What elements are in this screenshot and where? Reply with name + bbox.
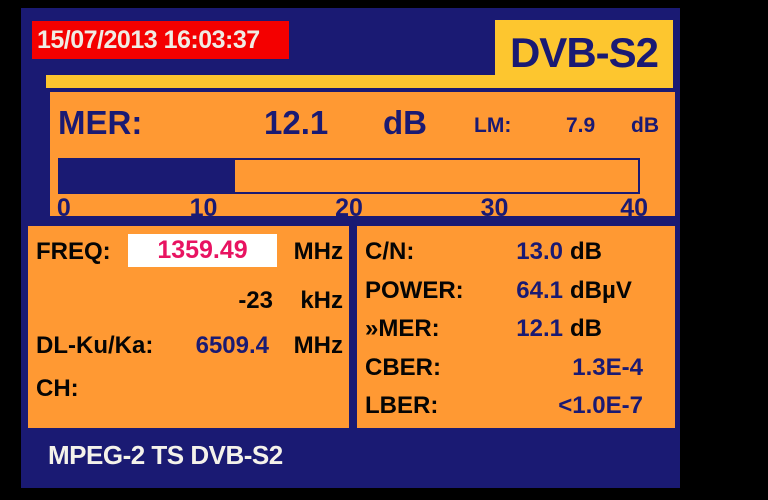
scale-tick: 40 [620, 194, 649, 222]
frequency-value: 1359.49 [157, 236, 248, 264]
lber-value: <1.0E-7 [558, 392, 643, 419]
ts-status-text: MPEG-2 TS DVB-S2 [48, 440, 283, 470]
datetime-display: 15/07/2013 16:03:37 [32, 21, 289, 59]
measurement-row-mer: »MER: 12.1 dB [357, 315, 675, 347]
frequency-unit: MHz [293, 238, 343, 265]
downlink-value: 6509.4 [195, 332, 269, 359]
scale-tick: 0 [56, 194, 71, 222]
header-underline [46, 75, 673, 88]
mer-row-label: »MER: [365, 315, 440, 342]
channel-label: CH: [36, 375, 79, 402]
mer-bar-scale: 0 10 20 30 40 [56, 194, 648, 222]
tuning-panel: FREQ: 1359.49 MHz -23 kHz DL-Ku/Ka: 6509… [24, 222, 353, 432]
cber-label: CBER: [365, 354, 441, 381]
cn-label: C/N: [365, 238, 415, 265]
mer-level-bar-fill [60, 160, 235, 192]
downlink-unit: MHz [293, 332, 343, 359]
measurements-panel: C/N: 13.0 dB POWER: 64.1 dBµV »MER: 12.1… [353, 222, 679, 432]
cber-value: 1.3E-4 [572, 354, 643, 381]
mer-panel: MER: 12.1 dB LM: 7.9 dB 0 10 20 30 40 [46, 88, 679, 222]
link-margin-value: 7.9 [566, 114, 596, 137]
mer-unit: dB [383, 104, 427, 141]
mer-row-unit: dB [570, 315, 602, 342]
power-unit: dBµV [570, 277, 632, 304]
datetime-text: 15/07/2013 16:03:37 [37, 25, 260, 54]
link-margin-unit: dB [631, 114, 659, 137]
measurement-row-cber: CBER: 1.3E-4 [357, 354, 675, 386]
mer-value: 12.1 [264, 104, 329, 141]
cn-unit: dB [570, 238, 602, 265]
scale-tick: 30 [480, 194, 509, 222]
mer-row-value: 12.1 [516, 315, 563, 342]
lber-label: LBER: [365, 392, 439, 419]
power-value: 64.1 [516, 277, 563, 304]
downlink-label: DL-Ku/Ka: [36, 332, 154, 359]
frequency-input-box[interactable]: 1359.49 [128, 234, 277, 267]
frequency-offset-unit: kHz [300, 287, 343, 314]
frequency-label: FREQ: [36, 238, 111, 265]
standard-label: DVB-S2 [509, 29, 659, 76]
frequency-offset-value: -23 [238, 287, 273, 314]
measurement-row-cn: C/N: 13.0 dB [357, 238, 675, 270]
link-margin-label: LM: [474, 114, 512, 137]
mer-label: MER: [58, 104, 143, 141]
scale-tick: 10 [189, 194, 218, 222]
mer-level-bar [58, 158, 640, 194]
meter-screen: 15/07/2013 16:03:37 DVB-S2 MER: 12.1 dB … [21, 8, 680, 488]
measurement-row-power: POWER: 64.1 dBµV [357, 277, 675, 309]
cn-value: 13.0 [516, 238, 563, 265]
scale-tick: 20 [335, 194, 363, 222]
measurement-row-lber: LBER: <1.0E-7 [357, 392, 675, 424]
power-label: POWER: [365, 277, 464, 304]
